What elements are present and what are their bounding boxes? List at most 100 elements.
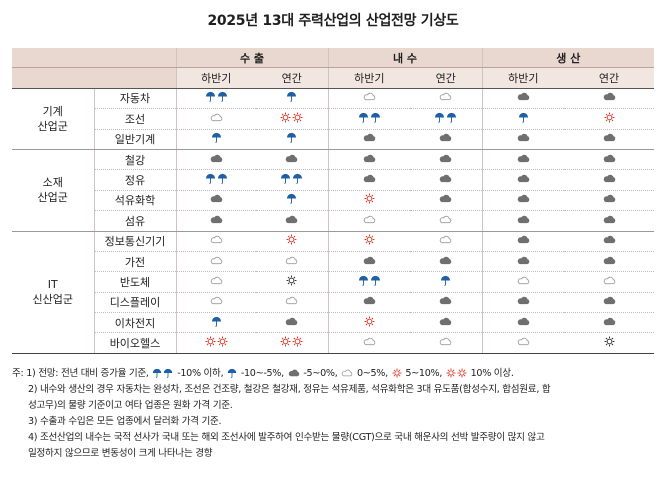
- forecast-cell: [564, 231, 655, 252]
- note-2-line-1: 2) 내수와 생산의 경우 자동차는 완성차, 조선은 건조량, 철강은 철강재…: [28, 384, 551, 395]
- forecast-cell: [256, 251, 329, 273]
- table-row: 정유: [12, 169, 655, 191]
- forecast-cell: [256, 292, 329, 314]
- forecast-cell: [175, 149, 256, 171]
- heavy-rain-umbrellas-icon: [205, 173, 228, 184]
- forecast-cell: [410, 149, 483, 171]
- forecast-cell: [175, 169, 256, 191]
- forecast-cell: [481, 108, 565, 130]
- forecast-cell: [410, 231, 483, 252]
- sun-icon: [364, 193, 375, 204]
- rain-umbrella-icon: [211, 132, 222, 144]
- cloud-icon: [439, 91, 452, 102]
- rain-umbrella-icon: [286, 132, 297, 144]
- forecast-cell: [481, 231, 565, 252]
- dark-cloud-icon: [439, 132, 452, 143]
- forecast-cell: [327, 210, 411, 232]
- industry-name: 반도체: [94, 271, 177, 293]
- forecast-cell: [481, 312, 565, 334]
- forecast-cell: [410, 292, 483, 314]
- industry-name: 이차전지: [94, 312, 177, 334]
- cloud-icon: [363, 336, 376, 347]
- forecast-cell: [564, 88, 655, 110]
- dark-cloud-icon: [603, 173, 616, 184]
- industry-group-label: 기계 산업군: [12, 88, 95, 150]
- dark-cloud-icon: [439, 153, 452, 164]
- forecast-cell: [410, 129, 483, 150]
- dark-cloud-icon: [363, 153, 376, 164]
- forecast-cell: [327, 251, 411, 273]
- dark-cloud-icon: [603, 153, 616, 164]
- forecast-cell: [410, 169, 483, 191]
- forecast-cell: [256, 129, 329, 150]
- forecast-cell: [481, 88, 565, 110]
- forecast-cell: [327, 129, 411, 150]
- forecast-cell: [175, 231, 256, 252]
- forecast-cell: [175, 312, 256, 334]
- dark-sun-icon: [604, 336, 615, 347]
- forecast-cell: [410, 271, 483, 293]
- legend-label: -5~0%,: [303, 368, 338, 379]
- cloud-icon: [210, 234, 223, 245]
- table-row: 바이오헬스: [12, 332, 655, 354]
- group-name-line: 기계: [42, 104, 63, 118]
- dark-cloud-icon: [517, 132, 530, 143]
- forecast-cell: [327, 190, 411, 212]
- forecast-cell: [564, 312, 655, 334]
- forecast-cell: [327, 312, 411, 334]
- forecast-cell: [410, 312, 483, 334]
- group-name-line: IT: [47, 278, 58, 292]
- sun-icon: [364, 316, 375, 327]
- industry-name: 조선: [94, 108, 177, 130]
- cloud-icon: [210, 275, 223, 286]
- table-row: IT 신산업군 정보통신기기: [12, 231, 655, 354]
- group-name-line: 산업군: [37, 119, 68, 133]
- double-sun-icon: [205, 336, 228, 347]
- legend-dark-cloud-icon: [288, 368, 300, 378]
- industry-name: 섬유: [94, 210, 177, 232]
- header-period: 연간: [256, 67, 329, 89]
- forecast-cell: [256, 169, 329, 191]
- table-row: 가전: [12, 251, 655, 273]
- dark-cloud-icon: [517, 255, 530, 266]
- rain-umbrella-icon: [518, 112, 529, 123]
- table-row: 소재 산업군 철강: [12, 149, 655, 232]
- forecast-cell: [564, 332, 655, 354]
- industry-name: 정보통신기기: [94, 231, 177, 252]
- cloud-icon: [517, 275, 530, 286]
- dark-cloud-icon: [439, 255, 452, 266]
- dark-cloud-icon: [603, 91, 616, 102]
- dark-cloud-icon: [603, 193, 616, 204]
- industry-name: 철강: [94, 149, 177, 171]
- rain-umbrella-icon: [286, 193, 297, 205]
- forecast-cell: [564, 271, 655, 293]
- cloud-icon: [439, 336, 452, 347]
- legend-label: 5~10%,: [405, 368, 443, 379]
- heavy-rain-umbrellas-icon: [205, 91, 228, 103]
- forecast-cell: [410, 332, 483, 354]
- forecast-cell: [175, 332, 256, 354]
- legend-cloud-icon: [341, 368, 353, 378]
- forecast-cell: [256, 88, 329, 110]
- dark-cloud-icon: [285, 214, 298, 225]
- cloud-icon: [517, 336, 530, 347]
- group-name-line: 산업군: [37, 191, 68, 205]
- dark-cloud-icon: [603, 295, 616, 306]
- forecast-cell: [410, 108, 483, 130]
- forecast-cell: [256, 149, 329, 171]
- forecast-cell: [564, 210, 655, 232]
- note-3: 3) 수출과 수입은 모든 업종에서 달러화 가격 기준.: [28, 416, 222, 427]
- legend-label: -10~-5%,: [240, 368, 284, 379]
- forecast-cell: [327, 332, 411, 354]
- dark-cloud-icon: [517, 214, 530, 225]
- dark-cloud-icon: [363, 132, 376, 143]
- dark-cloud-icon: [603, 316, 616, 327]
- legend-label: 10% 이상.: [470, 368, 514, 379]
- forecast-cell: [481, 149, 565, 171]
- header-blank: [12, 48, 176, 69]
- dark-cloud-icon: [603, 132, 616, 143]
- forecast-cell: [327, 149, 411, 171]
- dark-cloud-icon: [603, 255, 616, 266]
- forecast-table: 수 출 내 수 생 산 하반기 연간 하반기 연간 하반기 연간 기계 산업군 자동…: [12, 48, 655, 354]
- forecast-cell: [564, 108, 655, 130]
